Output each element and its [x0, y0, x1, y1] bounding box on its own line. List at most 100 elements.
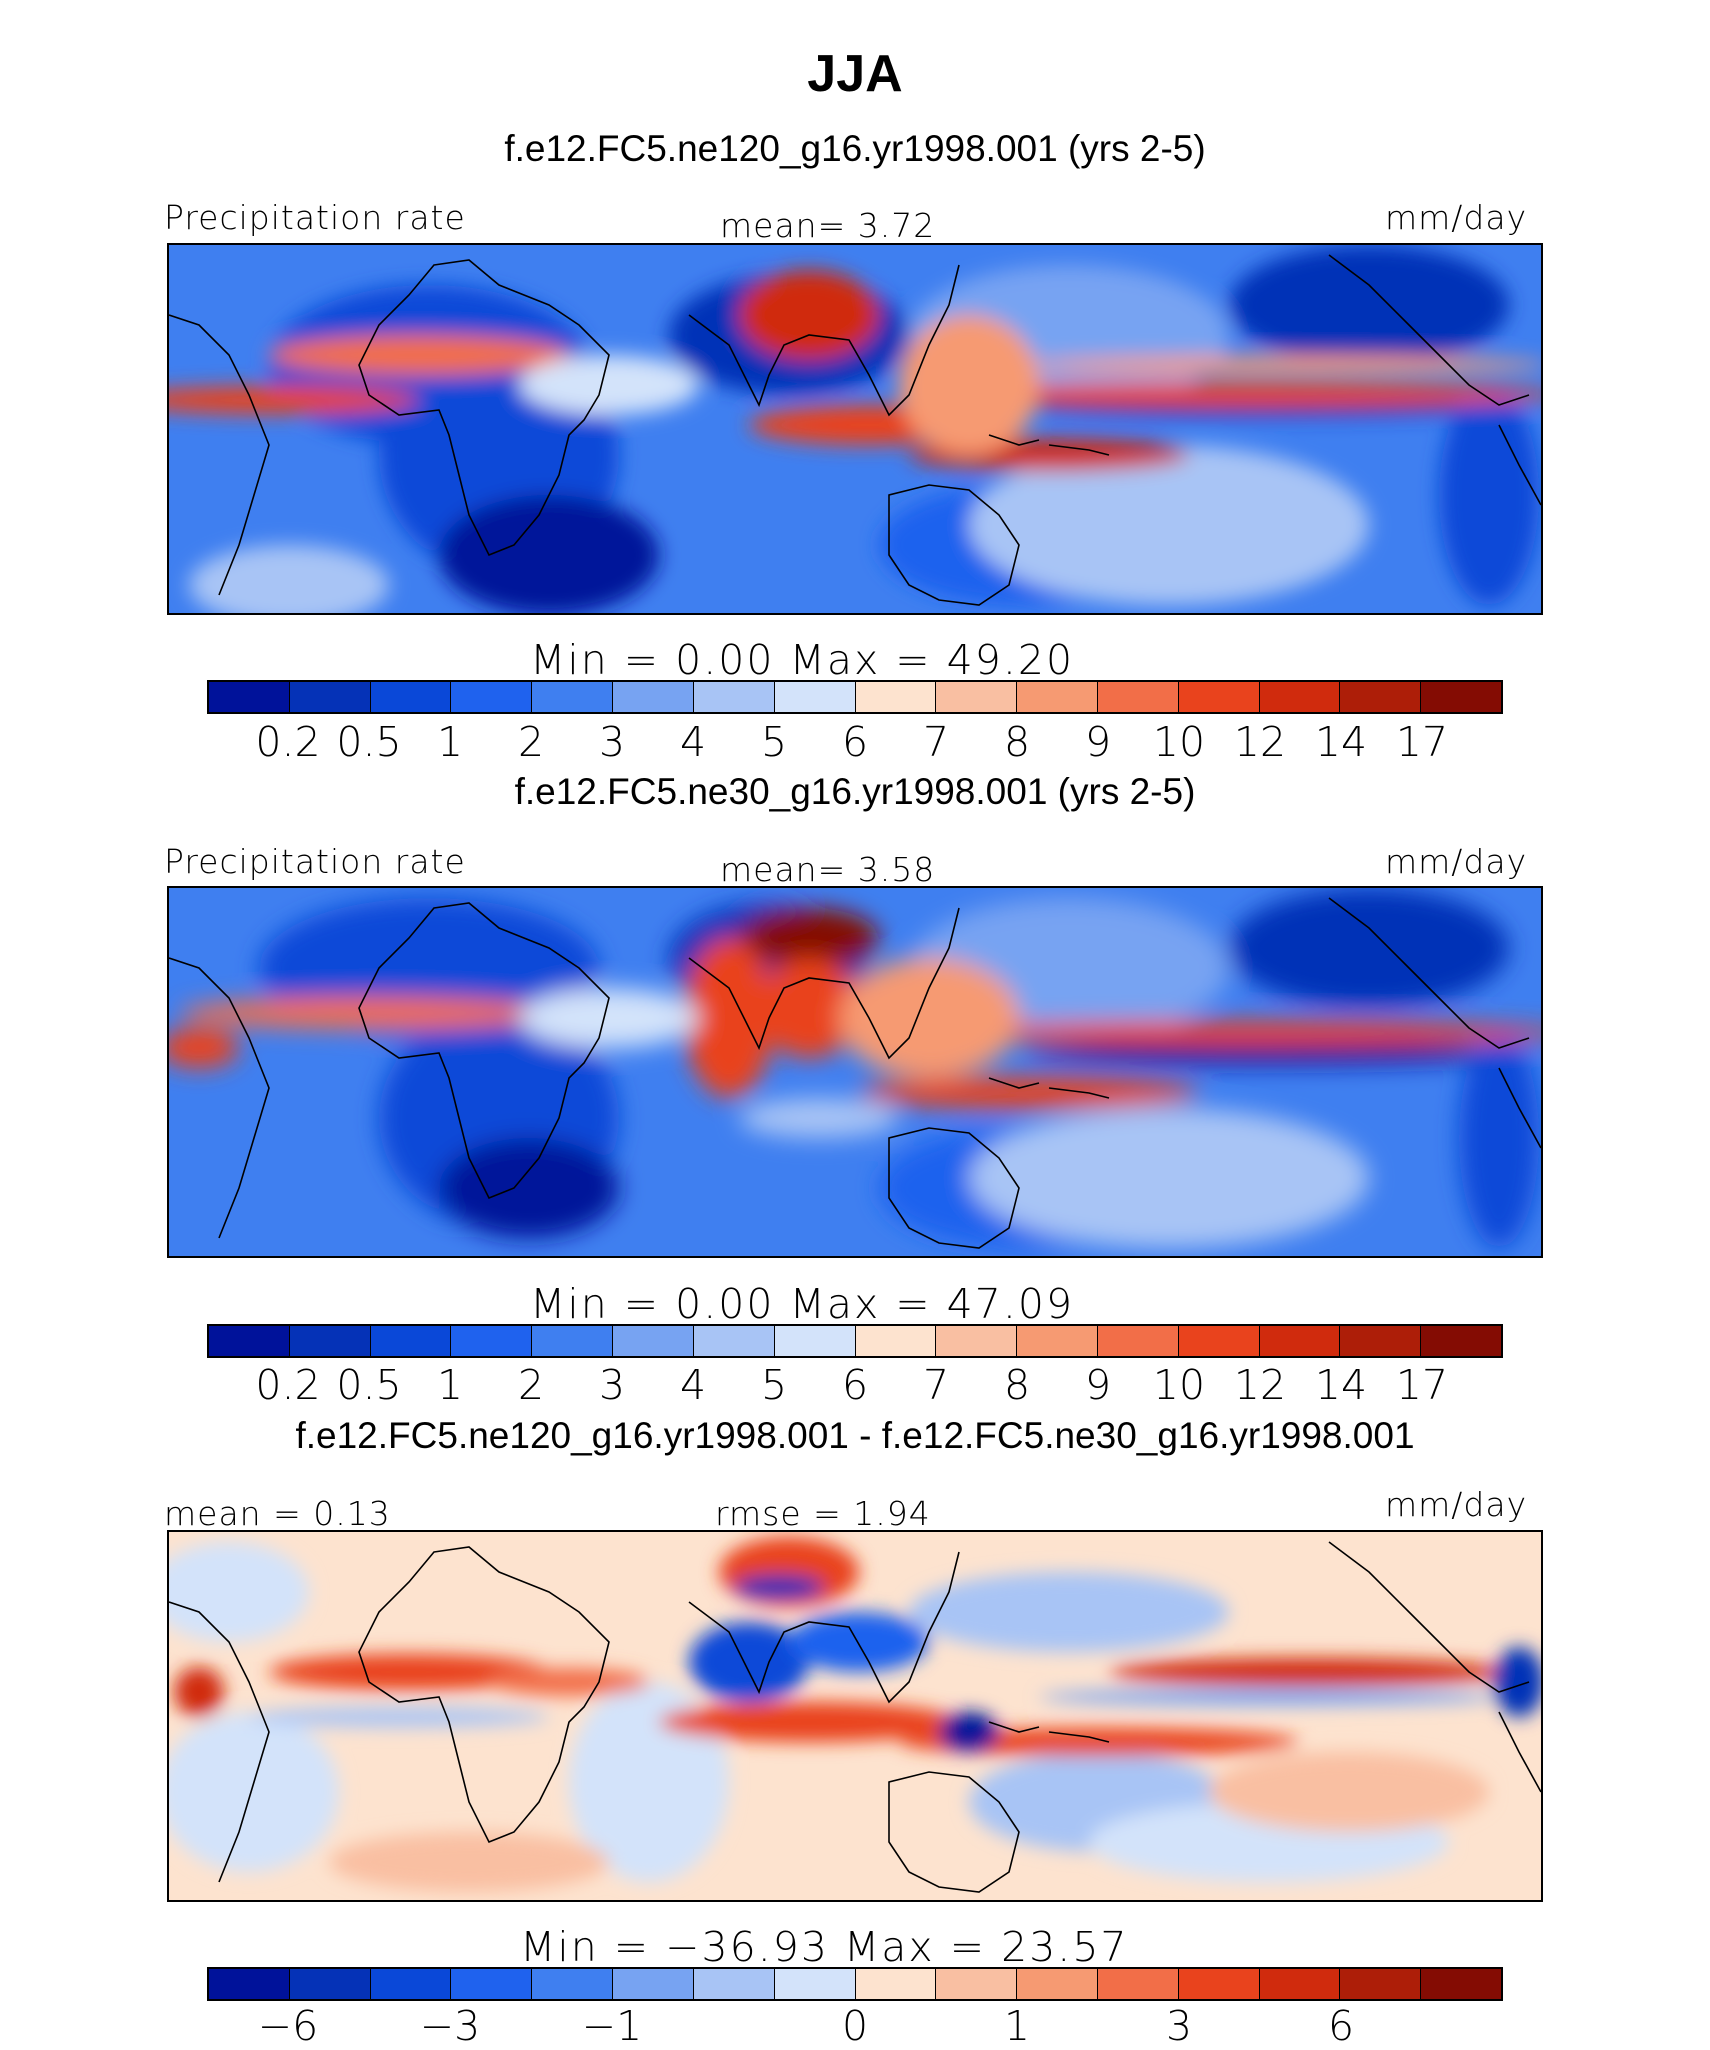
colorbar-swatch — [289, 682, 371, 712]
colorbar-swatch — [451, 682, 533, 712]
colorbar-tick-label: 5 — [760, 1361, 788, 1409]
colorbar-swatch — [1340, 1326, 1422, 1356]
colorbar-swatch — [936, 682, 1018, 712]
colorbar-tick-label: 7 — [922, 1361, 950, 1409]
colorbar-tick-label: 1 — [436, 718, 464, 766]
panel2-units-label: mm/day — [1385, 842, 1528, 881]
colorbar-tick-label: 5 — [760, 718, 788, 766]
colorbar-swatch — [774, 1969, 856, 1999]
colorbar-swatch — [1259, 1969, 1341, 1999]
colorbar-swatch — [1178, 1326, 1260, 1356]
panel1-precip-map — [167, 243, 1543, 615]
colorbar-swatch — [1017, 1969, 1098, 1999]
colorbar-tick-label: 1 — [436, 1361, 464, 1409]
colorbar-tick-label: 8 — [1003, 1361, 1031, 1409]
colorbar-tick-label: 0.2 — [255, 1361, 321, 1409]
colorbar-tick-label: 17 — [1395, 1361, 1449, 1409]
colorbar-swatch — [1340, 1969, 1422, 1999]
panel2-precip-map — [167, 886, 1543, 1258]
colorbar-swatch — [209, 1969, 290, 1999]
panel1-left-label: Precipitation rate — [164, 198, 466, 237]
figure-title: JJA — [807, 45, 903, 103]
colorbar-swatch — [532, 682, 614, 712]
colorbar-swatch — [1017, 682, 1098, 712]
colorbar-tick-label: 3 — [1165, 2002, 1193, 2050]
colorbar-tick-label: 12 — [1233, 718, 1287, 766]
panel3-colorbar-ticks: −6 −3 −1 0 1 3 6 — [0, 2002, 1710, 2050]
colorbar-swatch — [774, 1326, 856, 1356]
colorbar-tick-label: 10 — [1152, 718, 1206, 766]
colorbar-tick-label: 0.5 — [336, 1361, 402, 1409]
panel3-difference-map — [167, 1530, 1543, 1902]
colorbar-swatch — [613, 1969, 694, 1999]
colorbar-swatch — [1259, 682, 1341, 712]
panel1-colorbar — [207, 680, 1503, 714]
colorbar-tick-label: 3 — [598, 718, 626, 766]
colorbar-tick-label: 9 — [1084, 1361, 1112, 1409]
panel2-mean-label: mean= 3.58 — [720, 850, 936, 889]
colorbar-swatch — [936, 1969, 1018, 1999]
colorbar-tick-label: −1 — [581, 2002, 643, 2050]
colorbar-tick-label: 12 — [1233, 1361, 1287, 1409]
panel2-colorbar-ticks: 0.2 0.5 1 2 3 4 5 6 7 8 9 10 12 14 17 — [0, 1361, 1710, 1411]
colorbar-swatch — [289, 1326, 371, 1356]
colorbar-swatch — [1097, 682, 1179, 712]
colorbar-tick-label: 0 — [841, 2002, 869, 2050]
colorbar-tick-label: 14 — [1314, 1361, 1368, 1409]
panel1-min-max: Min = 0.00 Max = 49.20 — [530, 636, 1075, 684]
colorbar-tick-label: 10 — [1152, 1361, 1206, 1409]
colorbar-swatch — [209, 1326, 290, 1356]
colorbar-swatch — [693, 1969, 775, 1999]
panel1-colorbar-ticks: 0.2 0.5 1 2 3 4 5 6 7 8 9 10 12 14 17 — [0, 718, 1710, 768]
panel1-mean-label: mean= 3.72 — [720, 206, 936, 245]
colorbar-tick-label: 6 — [841, 1361, 869, 1409]
colorbar-tick-label: 1 — [1003, 2002, 1031, 2050]
colorbar-swatch — [855, 682, 937, 712]
panel3-colorbar — [207, 1967, 1503, 2001]
colorbar-tick-label: 7 — [922, 718, 950, 766]
colorbar-tick-label: 9 — [1084, 718, 1112, 766]
colorbar-swatch — [289, 1969, 371, 1999]
colorbar-tick-label: −6 — [257, 2002, 319, 2050]
panel1-caption: f.e12.FC5.ne120_g16.yr1998.001 (yrs 2-5) — [504, 128, 1206, 169]
colorbar-swatch — [370, 1969, 452, 1999]
colorbar-swatch — [1178, 682, 1260, 712]
colorbar-swatch — [1017, 1326, 1098, 1356]
colorbar-swatch — [693, 1326, 775, 1356]
colorbar-swatch — [532, 1326, 614, 1356]
panel3-units-label: mm/day — [1385, 1485, 1528, 1524]
panel2-left-label: Precipitation rate — [164, 842, 466, 881]
colorbar-tick-label: 6 — [1327, 2002, 1355, 2050]
colorbar-tick-label: 4 — [679, 1361, 707, 1409]
colorbar-swatch — [774, 682, 856, 712]
colorbar-swatch — [855, 1969, 937, 1999]
colorbar-swatch — [1421, 682, 1501, 712]
colorbar-tick-label: 2 — [517, 718, 545, 766]
panel3-rmse-label: rmse = 1.94 — [715, 1494, 931, 1533]
colorbar-tick-label: 14 — [1314, 718, 1368, 766]
colorbar-swatch — [532, 1969, 614, 1999]
colorbar-tick-label: 0.5 — [336, 718, 402, 766]
colorbar-swatch — [1421, 1969, 1501, 1999]
colorbar-swatch — [693, 682, 775, 712]
colorbar-swatch — [451, 1969, 533, 1999]
panel2-caption: f.e12.FC5.ne30_g16.yr1998.001 (yrs 2-5) — [514, 771, 1196, 812]
panel3-mean-label: mean = 0.13 — [164, 1494, 391, 1533]
panel2-colorbar — [207, 1324, 1503, 1358]
colorbar-swatch — [1340, 682, 1422, 712]
colorbar-swatch — [1097, 1969, 1179, 1999]
panel3-caption: f.e12.FC5.ne120_g16.yr1998.001 - f.e12.F… — [295, 1415, 1415, 1456]
colorbar-swatch — [370, 682, 452, 712]
colorbar-tick-label: 8 — [1003, 718, 1031, 766]
colorbar-tick-label: −3 — [419, 2002, 481, 2050]
colorbar-swatch — [209, 682, 290, 712]
panel1-units-label: mm/day — [1385, 198, 1528, 237]
colorbar-swatch — [1421, 1326, 1501, 1356]
panel2-min-max: Min = 0.00 Max = 47.09 — [530, 1280, 1075, 1328]
colorbar-swatch — [613, 1326, 694, 1356]
colorbar-tick-label: 17 — [1395, 718, 1449, 766]
colorbar-swatch — [1097, 1326, 1179, 1356]
colorbar-tick-label: 3 — [598, 1361, 626, 1409]
colorbar-swatch — [1178, 1969, 1260, 1999]
colorbar-swatch — [936, 1326, 1018, 1356]
